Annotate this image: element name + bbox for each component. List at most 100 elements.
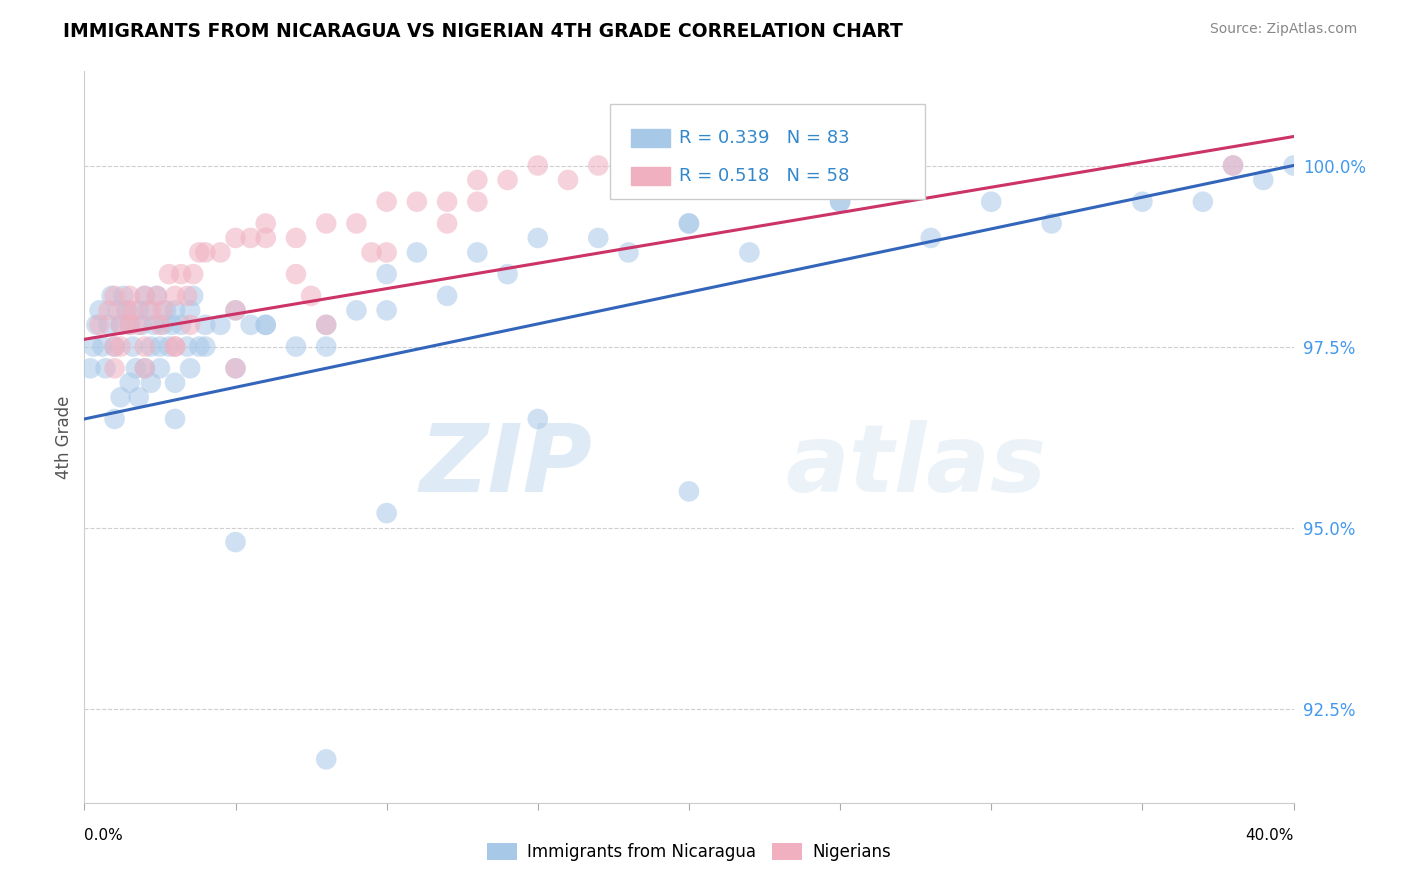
Point [188,340,211,354]
Point [165,340,187,354]
Point [139,340,162,354]
Point [830,194,852,209]
Point [285,231,308,245]
Point [225,361,247,376]
Text: 40.0%: 40.0% [1246,828,1294,843]
Point [155,303,177,318]
Point [188,245,211,260]
Point [115,303,138,318]
Point [360,245,382,260]
Point [149,361,172,376]
Point [346,216,368,230]
Point [104,361,127,376]
Point [436,289,458,303]
Point [179,318,201,332]
Point [225,361,247,376]
Point [118,318,141,332]
Point [152,303,174,318]
Point [134,340,156,354]
Point [209,245,232,260]
Point [165,412,187,426]
Point [315,752,337,766]
Point [160,318,183,332]
Point [285,340,308,354]
Point [617,159,640,173]
Point [346,303,368,318]
Point [225,303,247,318]
Point [142,318,165,332]
Point [1132,194,1154,209]
Text: IMMIGRANTS FROM NICARAGUA VS NIGERIAN 4TH GRADE CORRELATION CHART: IMMIGRANTS FROM NICARAGUA VS NIGERIAN 4T… [63,22,903,41]
Point [375,245,398,260]
Point [79,361,101,376]
Legend: Immigrants from Nicaragua, Nigerians: Immigrants from Nicaragua, Nigerians [479,836,898,868]
Point [299,289,322,303]
Bar [631,167,669,185]
Point [467,194,489,209]
Point [179,361,201,376]
Point [121,303,143,318]
Point [181,289,204,303]
Point [110,318,132,332]
Point [104,412,127,426]
Point [149,318,172,332]
Point [149,340,172,354]
FancyBboxPatch shape [610,104,925,200]
Point [89,303,111,318]
Point [406,194,429,209]
Point [165,340,187,354]
Point [136,303,159,318]
Point [139,376,162,390]
Point [146,289,169,303]
Point [254,231,277,245]
Text: R = 0.518   N = 58: R = 0.518 N = 58 [679,167,849,185]
Point [496,267,519,281]
Point [738,245,761,260]
Point [104,340,127,354]
Point [678,484,700,499]
Point [165,289,187,303]
Point [920,231,942,245]
Point [375,267,398,281]
Point [179,303,201,318]
Point [254,216,277,230]
Point [239,231,262,245]
Point [315,216,337,230]
Point [1253,173,1275,187]
Point [89,318,111,332]
Point [104,340,127,354]
Point [557,173,579,187]
Point [375,303,398,318]
Point [118,376,141,390]
Point [1222,159,1244,173]
Point [496,173,519,187]
Point [112,289,135,303]
Text: ZIP: ZIP [419,420,592,512]
Point [146,289,169,303]
Point [134,289,156,303]
Point [97,303,120,318]
Point [225,535,247,549]
Point [110,318,132,332]
Point [176,289,198,303]
Point [100,289,122,303]
Point [225,231,247,245]
Point [285,267,308,281]
Point [315,340,337,354]
Point [254,318,277,332]
Point [104,289,127,303]
Point [115,303,138,318]
Point [86,318,108,332]
Point [152,318,174,332]
Point [527,231,550,245]
Point [194,318,217,332]
Point [157,267,180,281]
Point [406,245,429,260]
Point [91,340,114,354]
Text: atlas: atlas [786,420,1047,512]
Point [1040,216,1063,230]
Point [82,340,104,354]
Text: R = 0.339   N = 83: R = 0.339 N = 83 [679,129,849,147]
Point [209,318,232,332]
Point [110,340,132,354]
